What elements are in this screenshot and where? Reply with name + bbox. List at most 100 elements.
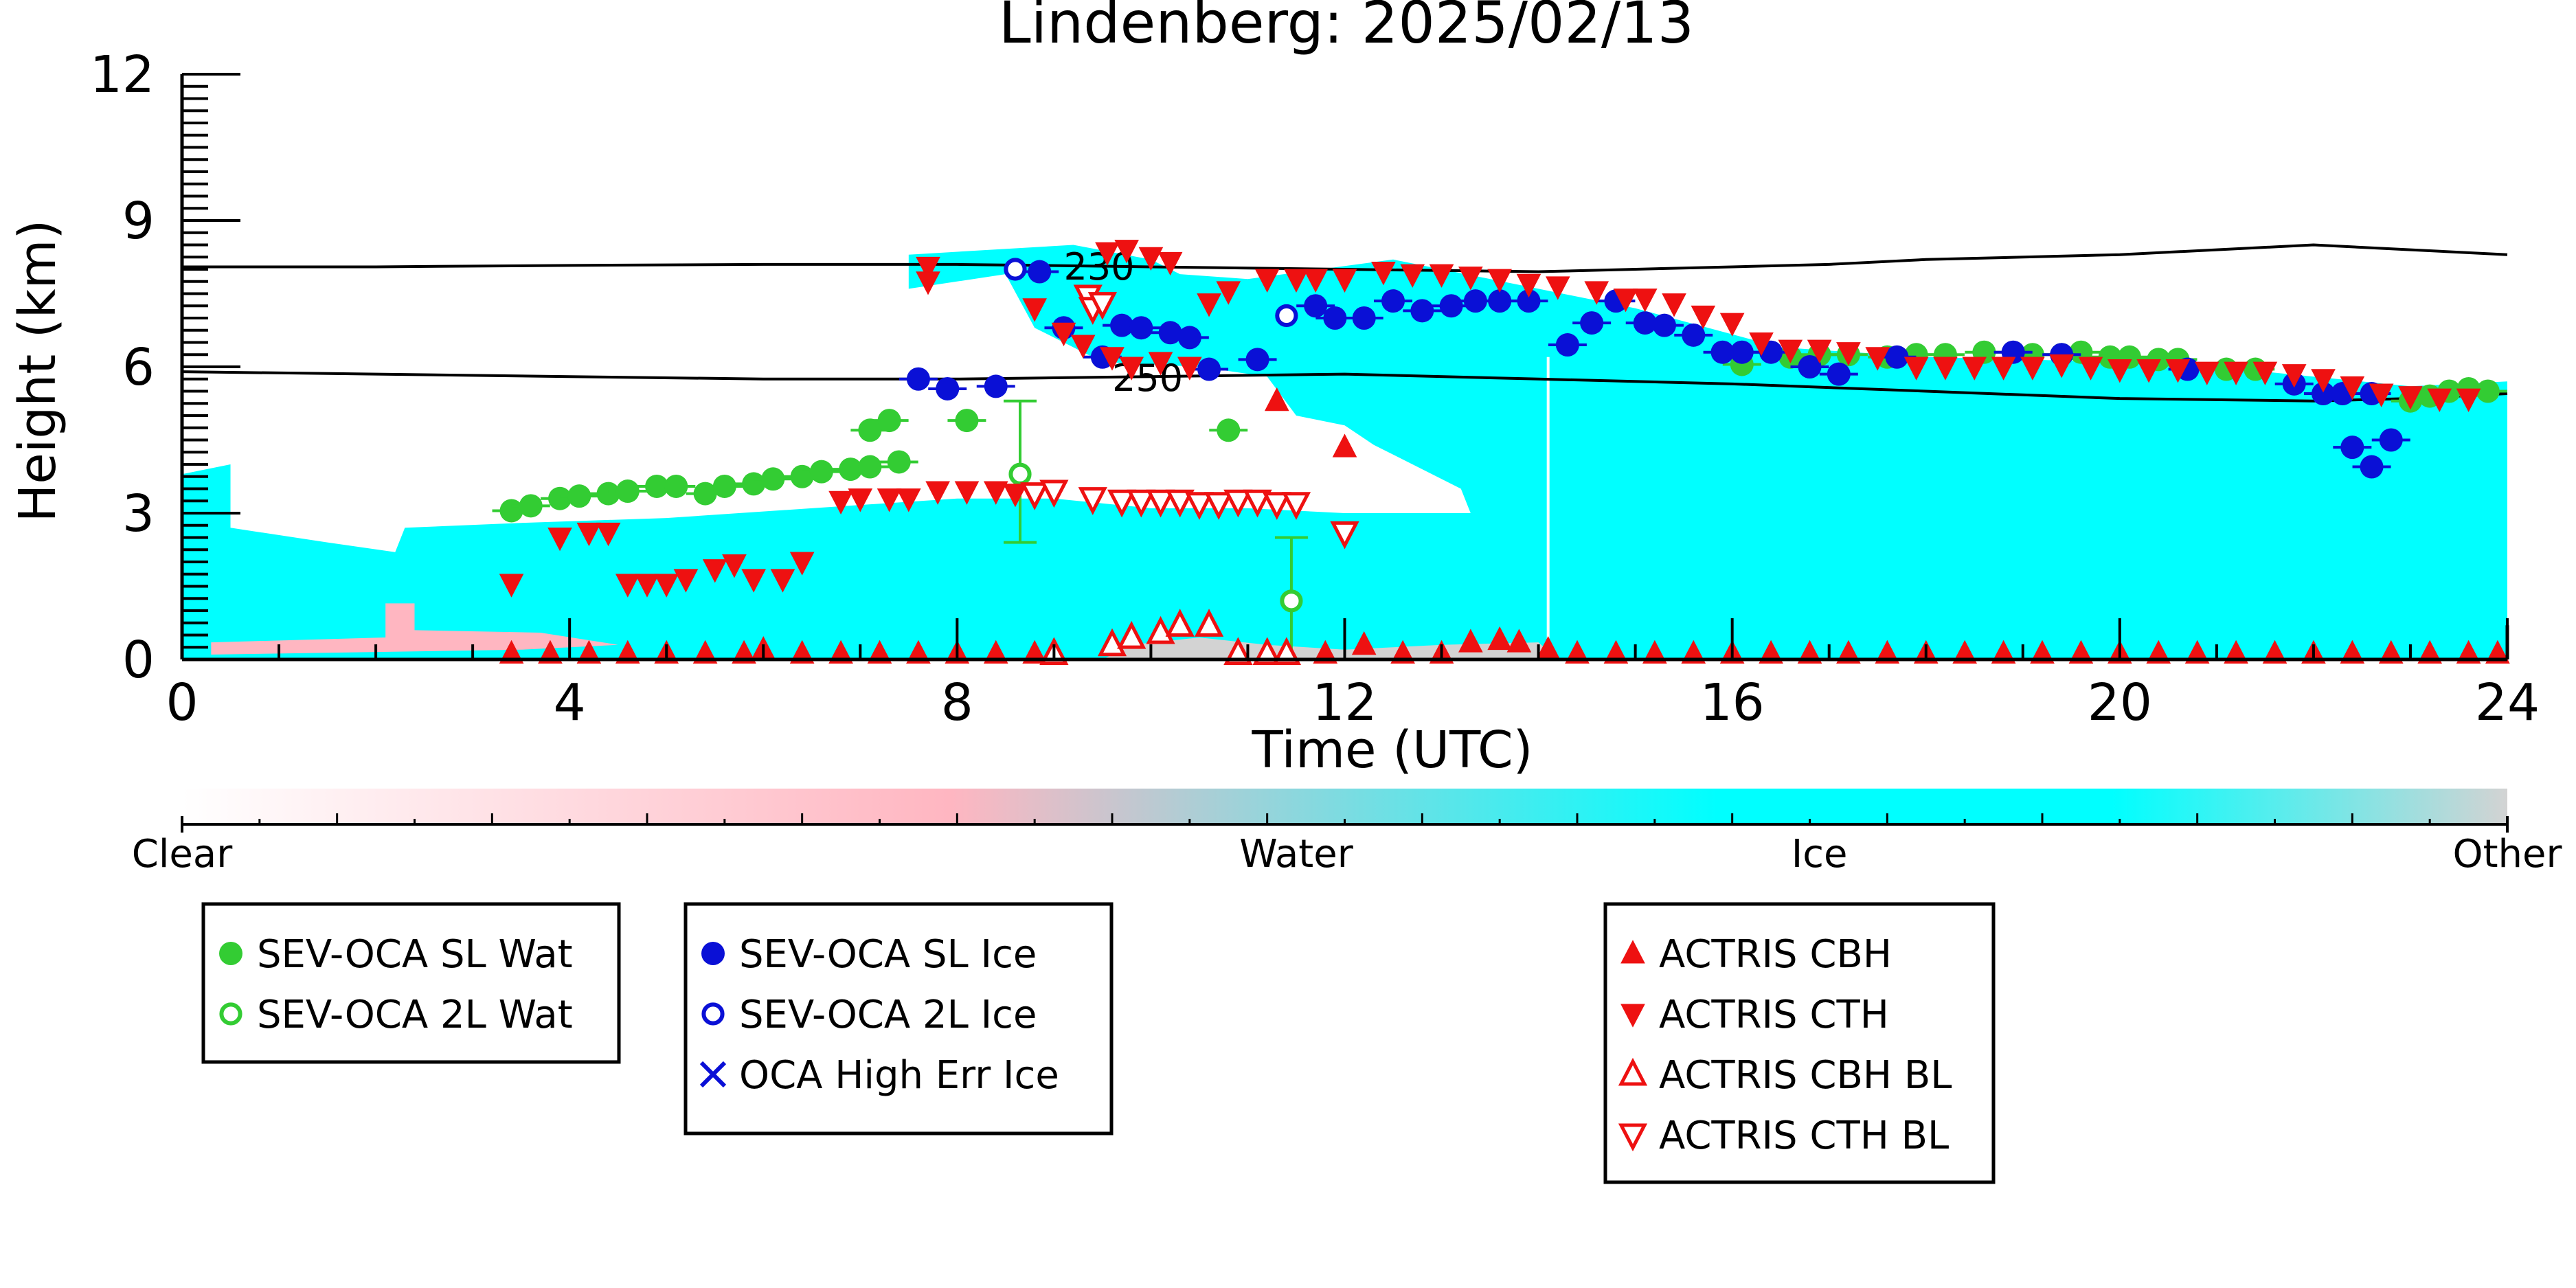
data-point <box>1506 629 1532 653</box>
data-point <box>1371 262 1396 286</box>
data-point <box>1095 242 1120 266</box>
x-tick-label: 8 <box>941 673 973 732</box>
legend-marker <box>701 1002 725 1026</box>
data-point <box>1517 289 1541 313</box>
data-point <box>2340 376 2365 400</box>
colorbar-label: Ice <box>1792 832 1848 877</box>
data-point <box>1798 355 1822 379</box>
data-point <box>722 554 747 578</box>
data-point <box>2485 640 2510 664</box>
x-tick-label: 4 <box>554 673 586 732</box>
data-point <box>2378 640 2404 664</box>
data-point <box>1710 340 1735 364</box>
data-point <box>1020 482 1050 510</box>
legend-marker <box>701 942 725 965</box>
data-point <box>1138 247 1164 271</box>
data-point <box>1381 289 1405 313</box>
data-point <box>2398 386 2423 410</box>
x-tick-label: 24 <box>2475 673 2540 732</box>
data-point <box>1875 640 1900 664</box>
data-point <box>1313 640 1338 664</box>
data-point <box>1284 269 1309 293</box>
data-point <box>1682 323 1706 347</box>
legend-marker <box>1620 940 1645 964</box>
data-point <box>1633 311 1657 335</box>
data-point <box>1022 640 1047 664</box>
data-point <box>1488 289 1512 313</box>
legend-label: SEV-OCA 2L Wat <box>257 993 573 1037</box>
data-point <box>1217 418 1241 442</box>
data-point <box>2311 369 2336 393</box>
contour-line <box>181 370 2508 403</box>
colorbar-label: Water <box>1239 832 1354 877</box>
data-point <box>809 460 833 484</box>
data-point <box>1584 281 1609 305</box>
data-point <box>1352 306 1376 330</box>
legend-label: SEV-OCA SL Wat <box>257 932 573 977</box>
data-point <box>2476 379 2500 403</box>
data-point <box>1194 609 1224 637</box>
legend-label: SEV-OCA SL Ice <box>739 932 1037 977</box>
colorbar-label: Clear <box>132 832 233 877</box>
data-point <box>954 481 980 505</box>
y-axis-label: Height (km) <box>8 220 67 523</box>
data-point <box>770 569 795 593</box>
data-point <box>519 494 543 518</box>
data-point <box>2068 640 2094 664</box>
data-point <box>547 527 572 552</box>
legend-label: ACTRIS CBH BL <box>1659 1053 1952 1098</box>
data-point <box>887 450 911 474</box>
data-point <box>789 640 815 664</box>
data-point <box>576 522 602 547</box>
data-point <box>596 522 621 547</box>
data-point <box>1003 484 1028 508</box>
y-tick-label: 0 <box>122 631 155 690</box>
data-point <box>906 640 931 664</box>
data-point <box>2108 359 2132 383</box>
data-point <box>732 640 756 664</box>
chart-title: Lindenberg: 2025/02/13 <box>999 0 1694 56</box>
data-point <box>1865 347 1890 371</box>
data-point <box>548 486 572 510</box>
data-point <box>2417 640 2442 664</box>
data-point <box>1487 269 1512 293</box>
legend-label: ACTRIS CBH <box>1659 932 1892 977</box>
data-point <box>867 640 892 664</box>
data-point <box>896 488 921 512</box>
data-point <box>615 574 640 598</box>
data-point <box>1390 640 1415 664</box>
data-point <box>1458 629 1483 653</box>
data-point <box>1759 640 1783 664</box>
data-point <box>1078 487 1107 515</box>
data-point <box>2262 640 2287 664</box>
data-point <box>1280 589 1303 613</box>
data-point <box>1642 640 1667 664</box>
legend-marker <box>1618 1057 1648 1086</box>
data-point <box>1262 492 1291 520</box>
data-point <box>1991 640 2016 664</box>
data-point <box>635 574 659 598</box>
data-point <box>1051 322 1076 347</box>
series-sev-oca-sl-ice <box>899 260 2410 479</box>
legend: SEV-OCA SL Wat SEV-OCA 2L Wat SEV-OCA SL I… <box>201 902 1996 1184</box>
data-point <box>1184 492 1214 520</box>
data-point <box>1323 306 1347 330</box>
data-point <box>1252 637 1282 666</box>
data-point <box>538 640 563 664</box>
data-point <box>1827 362 1851 386</box>
data-point <box>1807 339 1832 363</box>
data-point <box>1516 273 1541 298</box>
data-point <box>2194 361 2219 385</box>
data-point <box>1204 492 1234 520</box>
legend-marker <box>1618 1123 1648 1152</box>
data-point <box>984 374 1008 398</box>
data-point <box>1565 640 1590 664</box>
data-point <box>848 488 873 512</box>
legend-box <box>1603 902 1996 1184</box>
data-point <box>1127 489 1156 518</box>
legend-label: ACTRIS CTH BL <box>1659 1114 1949 1158</box>
data-point <box>2078 357 2103 381</box>
data-point <box>790 464 814 488</box>
data-point <box>1100 347 1125 371</box>
